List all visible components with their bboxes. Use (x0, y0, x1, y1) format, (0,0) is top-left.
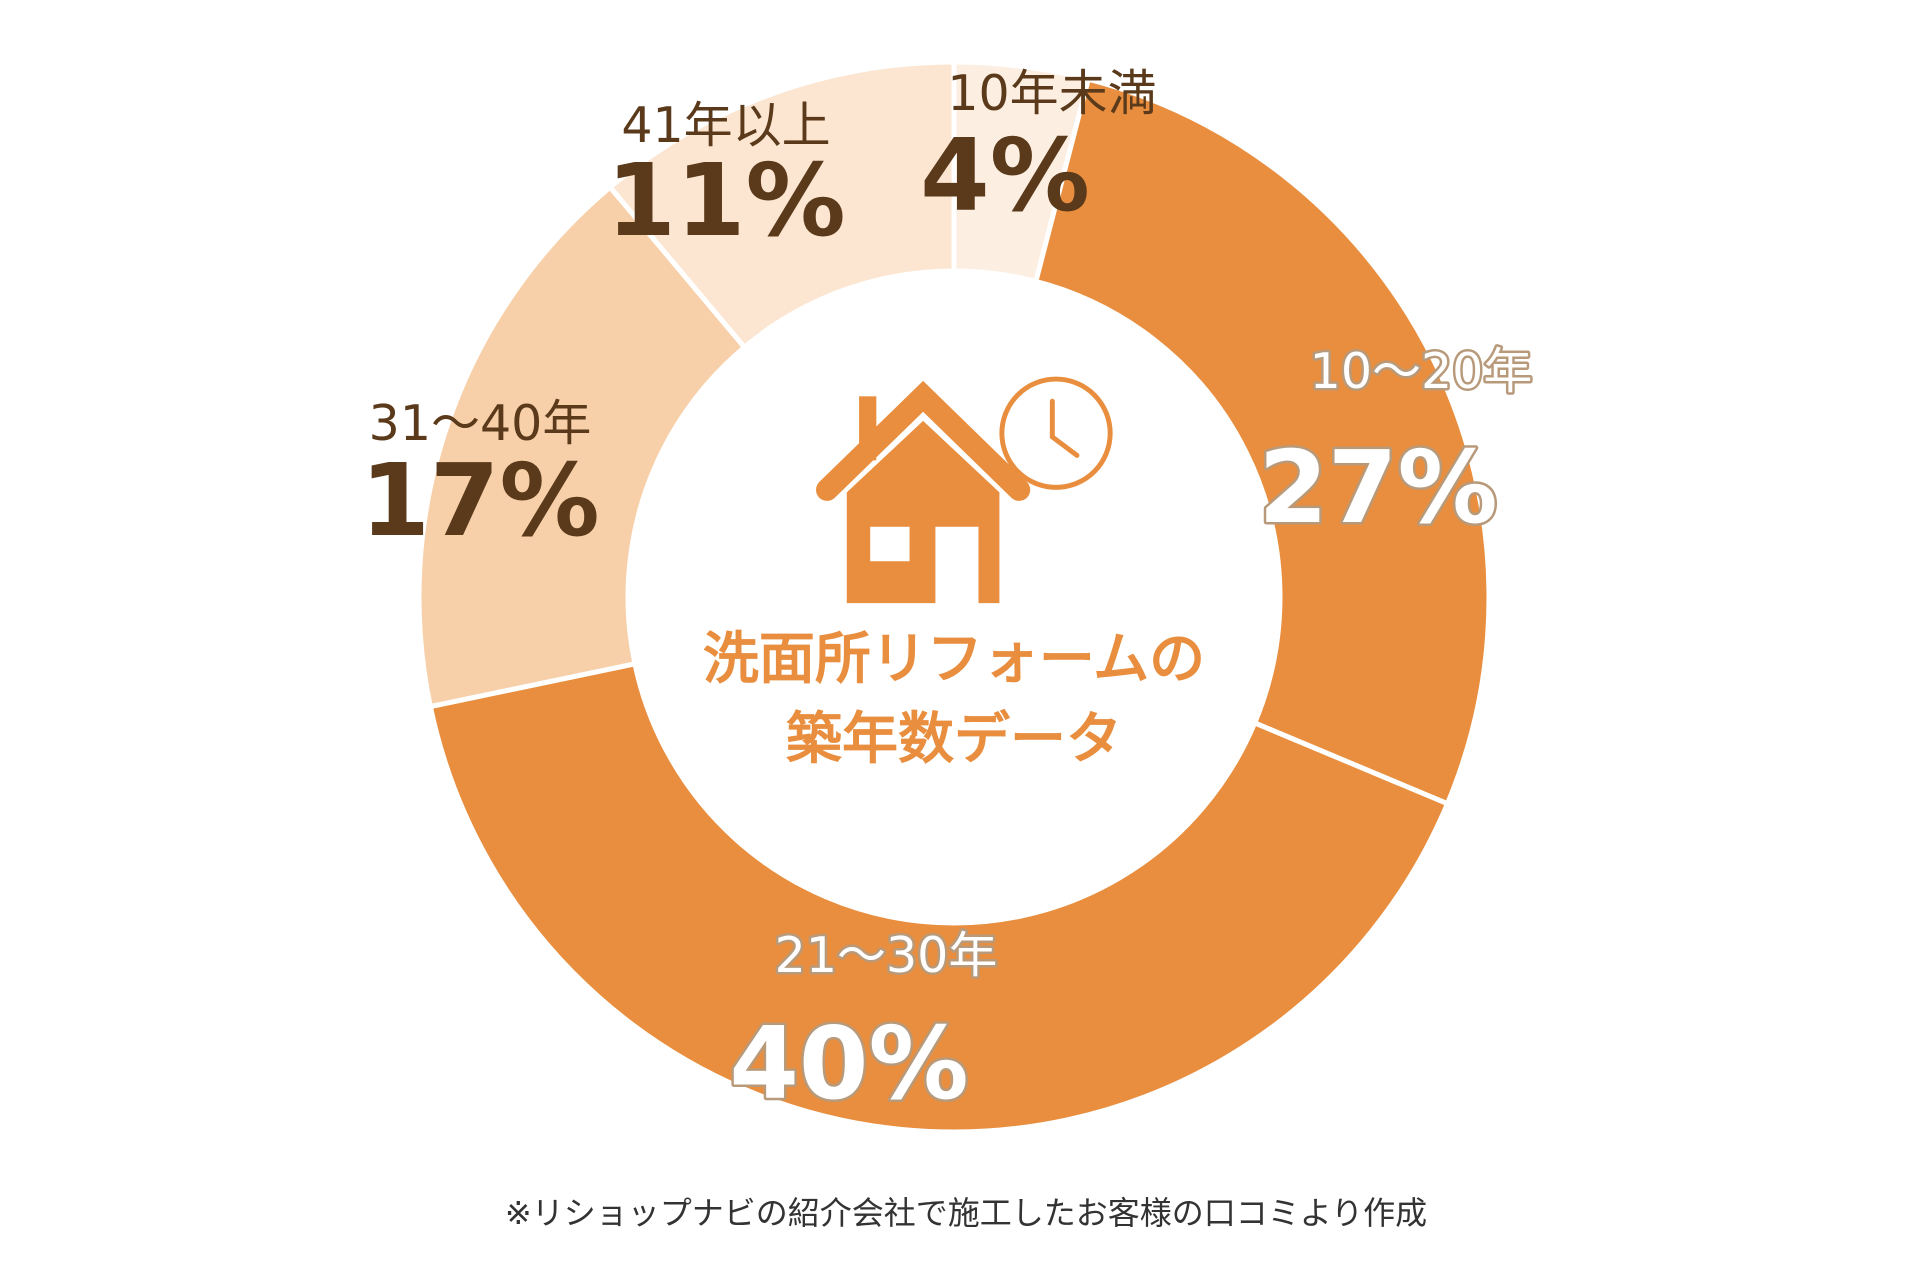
center-title-line-2: 築年数データ (786, 707, 1122, 772)
slices (416, 59, 1492, 1135)
clock-icon (999, 376, 1113, 490)
slice-1 (1032, 76, 1492, 807)
label-over-41: 41年以上 (621, 97, 830, 154)
house-clock-icon (816, 376, 1113, 604)
footnote: ※リショップナビの紹介会社で施工したお客様の口コミより作成 (505, 1194, 1427, 1232)
value-under-10: 4% (920, 117, 1090, 234)
slice-4 (606, 59, 957, 351)
label-under-10: 10年未満 (947, 65, 1156, 122)
label-21-30: 21〜30年 (775, 927, 998, 984)
center-title-line-1: 洗面所リフォームの (703, 627, 1205, 692)
label-10-20: 10〜20年 (1310, 343, 1533, 400)
value-10-20: 27% (1258, 429, 1497, 546)
slice-3 (416, 183, 748, 710)
roof (816, 380, 1031, 501)
value-over-41: 11% (606, 142, 845, 259)
slice-2 (427, 660, 1451, 1135)
label-31-40: 31〜40年 (369, 395, 592, 452)
value-21-30: 40% (729, 1005, 968, 1122)
value-31-40: 17% (360, 442, 599, 559)
window (870, 526, 910, 562)
